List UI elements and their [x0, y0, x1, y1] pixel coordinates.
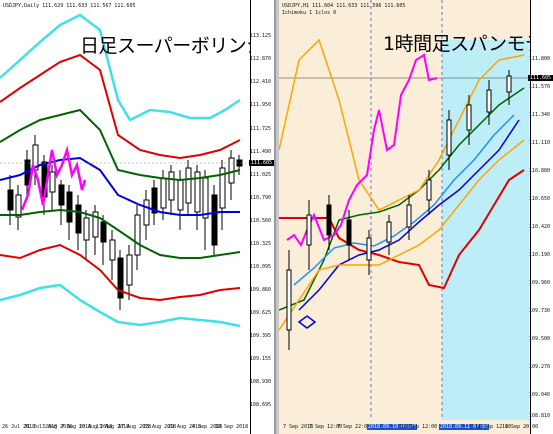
- daily-ohlc-values: 111.629 111.633 111.567 111.605: [42, 3, 136, 9]
- time-tick: 3 Aug 2018: [42, 424, 73, 430]
- price-tick: 111.110: [528, 140, 550, 146]
- price-tick: 109.860: [249, 287, 271, 293]
- time-tick: 7 Sep 12:00: [309, 424, 343, 430]
- price-tick: 112.870: [249, 56, 271, 62]
- daily-chart-panel[interactable]: USDJPY,Daily 111.629 111.633 111.567 111…: [0, 0, 276, 434]
- daily-current-price-tag: 111.605: [248, 160, 274, 166]
- time-highlight: 2018.09.11 07:00: [439, 424, 490, 430]
- price-tick: 109.155: [249, 356, 271, 362]
- price-tick: 110.560: [249, 218, 271, 224]
- hourly-price-axis: 111.800 111.570 111.340 111.110 110.880 …: [528, 0, 553, 434]
- price-tick: 109.625: [249, 310, 271, 316]
- hourly-indicator-label: Ichimoku 1 1clos 0: [282, 10, 337, 16]
- daily-chart-title: 日足スーパーボリンジャー: [80, 35, 274, 57]
- time-tick: 29 Aug 2018: [168, 424, 202, 430]
- price-tick: 110.790: [249, 195, 271, 201]
- price-tick: 109.500: [528, 336, 550, 342]
- price-tick: 110.880: [528, 168, 550, 174]
- time-tick: 7 Sep 22:00: [337, 424, 371, 430]
- price-tick: 109.040: [528, 392, 550, 398]
- time-tick: 17 Aug 2018: [118, 424, 152, 430]
- time-tick: 4 Sep 2018: [192, 424, 223, 430]
- price-tick: 108.695: [249, 402, 271, 408]
- price-tick: 111.570: [528, 84, 550, 90]
- time-tick: 31 Jul 2018: [24, 424, 58, 430]
- price-tick: 111.725: [249, 126, 271, 132]
- hourly-symbol-info: USDJPY,H1 111.604 111.633 111.596 111.60…: [282, 3, 405, 17]
- time-tick: 26 Jul 2018: [2, 424, 36, 430]
- price-tick: 111.950: [249, 102, 271, 108]
- daily-symbol-info: USDJPY,Daily 111.629 111.633 111.567 111…: [3, 3, 135, 10]
- price-tick: 108.810: [528, 413, 550, 419]
- hourly-ohlc-values: 111.604 111.633 111.596 111.605: [312, 3, 406, 9]
- time-tick: 7 Sep 2018: [283, 424, 314, 430]
- hourly-chart-plot: [279, 0, 529, 420]
- price-tick: 110.650: [528, 196, 550, 202]
- time-tick: 11 Sep 20:00: [502, 424, 539, 430]
- price-tick: 109.960: [528, 280, 550, 286]
- daily-symbol-label: USDJPY,Daily: [3, 3, 40, 9]
- price-tick: 111.025: [249, 172, 271, 178]
- price-tick: 110.325: [249, 241, 271, 247]
- price-tick: 112.410: [249, 79, 271, 85]
- time-tick: 10 Sep 12:00: [401, 424, 438, 430]
- daily-price-axis: 113.125 112.870 112.410 111.950 111.725 …: [250, 0, 274, 434]
- hourly-symbol-label: USDJPY,H1: [282, 3, 310, 9]
- price-tick: 110.190: [528, 252, 550, 258]
- price-tick: 113.125: [249, 33, 271, 39]
- time-tick: 23 Aug 2018: [143, 424, 177, 430]
- daily-chart-plot: [0, 13, 252, 328]
- time-tick: 13 Aug 2018: [96, 424, 130, 430]
- price-tick: 110.095: [249, 264, 271, 270]
- price-tick: 111.490: [249, 149, 271, 155]
- hourly-chart-title: 1時間足スパンモデル: [383, 33, 553, 55]
- time-tick: 10 Aug 2018: [79, 424, 113, 430]
- time-highlight: 2018.09.10 08:00: [367, 424, 418, 430]
- hourly-current-price-tag: 111.605: [527, 75, 553, 81]
- price-tick: 110.420: [528, 224, 550, 230]
- price-tick: 111.340: [528, 112, 550, 118]
- hourly-chart-panel[interactable]: USDJPY,H1 111.604 111.633 111.596 111.60…: [279, 0, 553, 434]
- price-tick: 109.730: [528, 308, 550, 314]
- time-tick: 10 Sep 2018: [215, 424, 249, 430]
- price-tick: 109.270: [528, 364, 550, 370]
- time-tick: 11 Sep 12:00: [475, 424, 512, 430]
- price-tick: 108.930: [249, 379, 271, 385]
- price-tick: 109.395: [249, 333, 271, 339]
- price-tick: 111.800: [528, 56, 550, 62]
- time-tick: 7 Aug 2018: [61, 424, 92, 430]
